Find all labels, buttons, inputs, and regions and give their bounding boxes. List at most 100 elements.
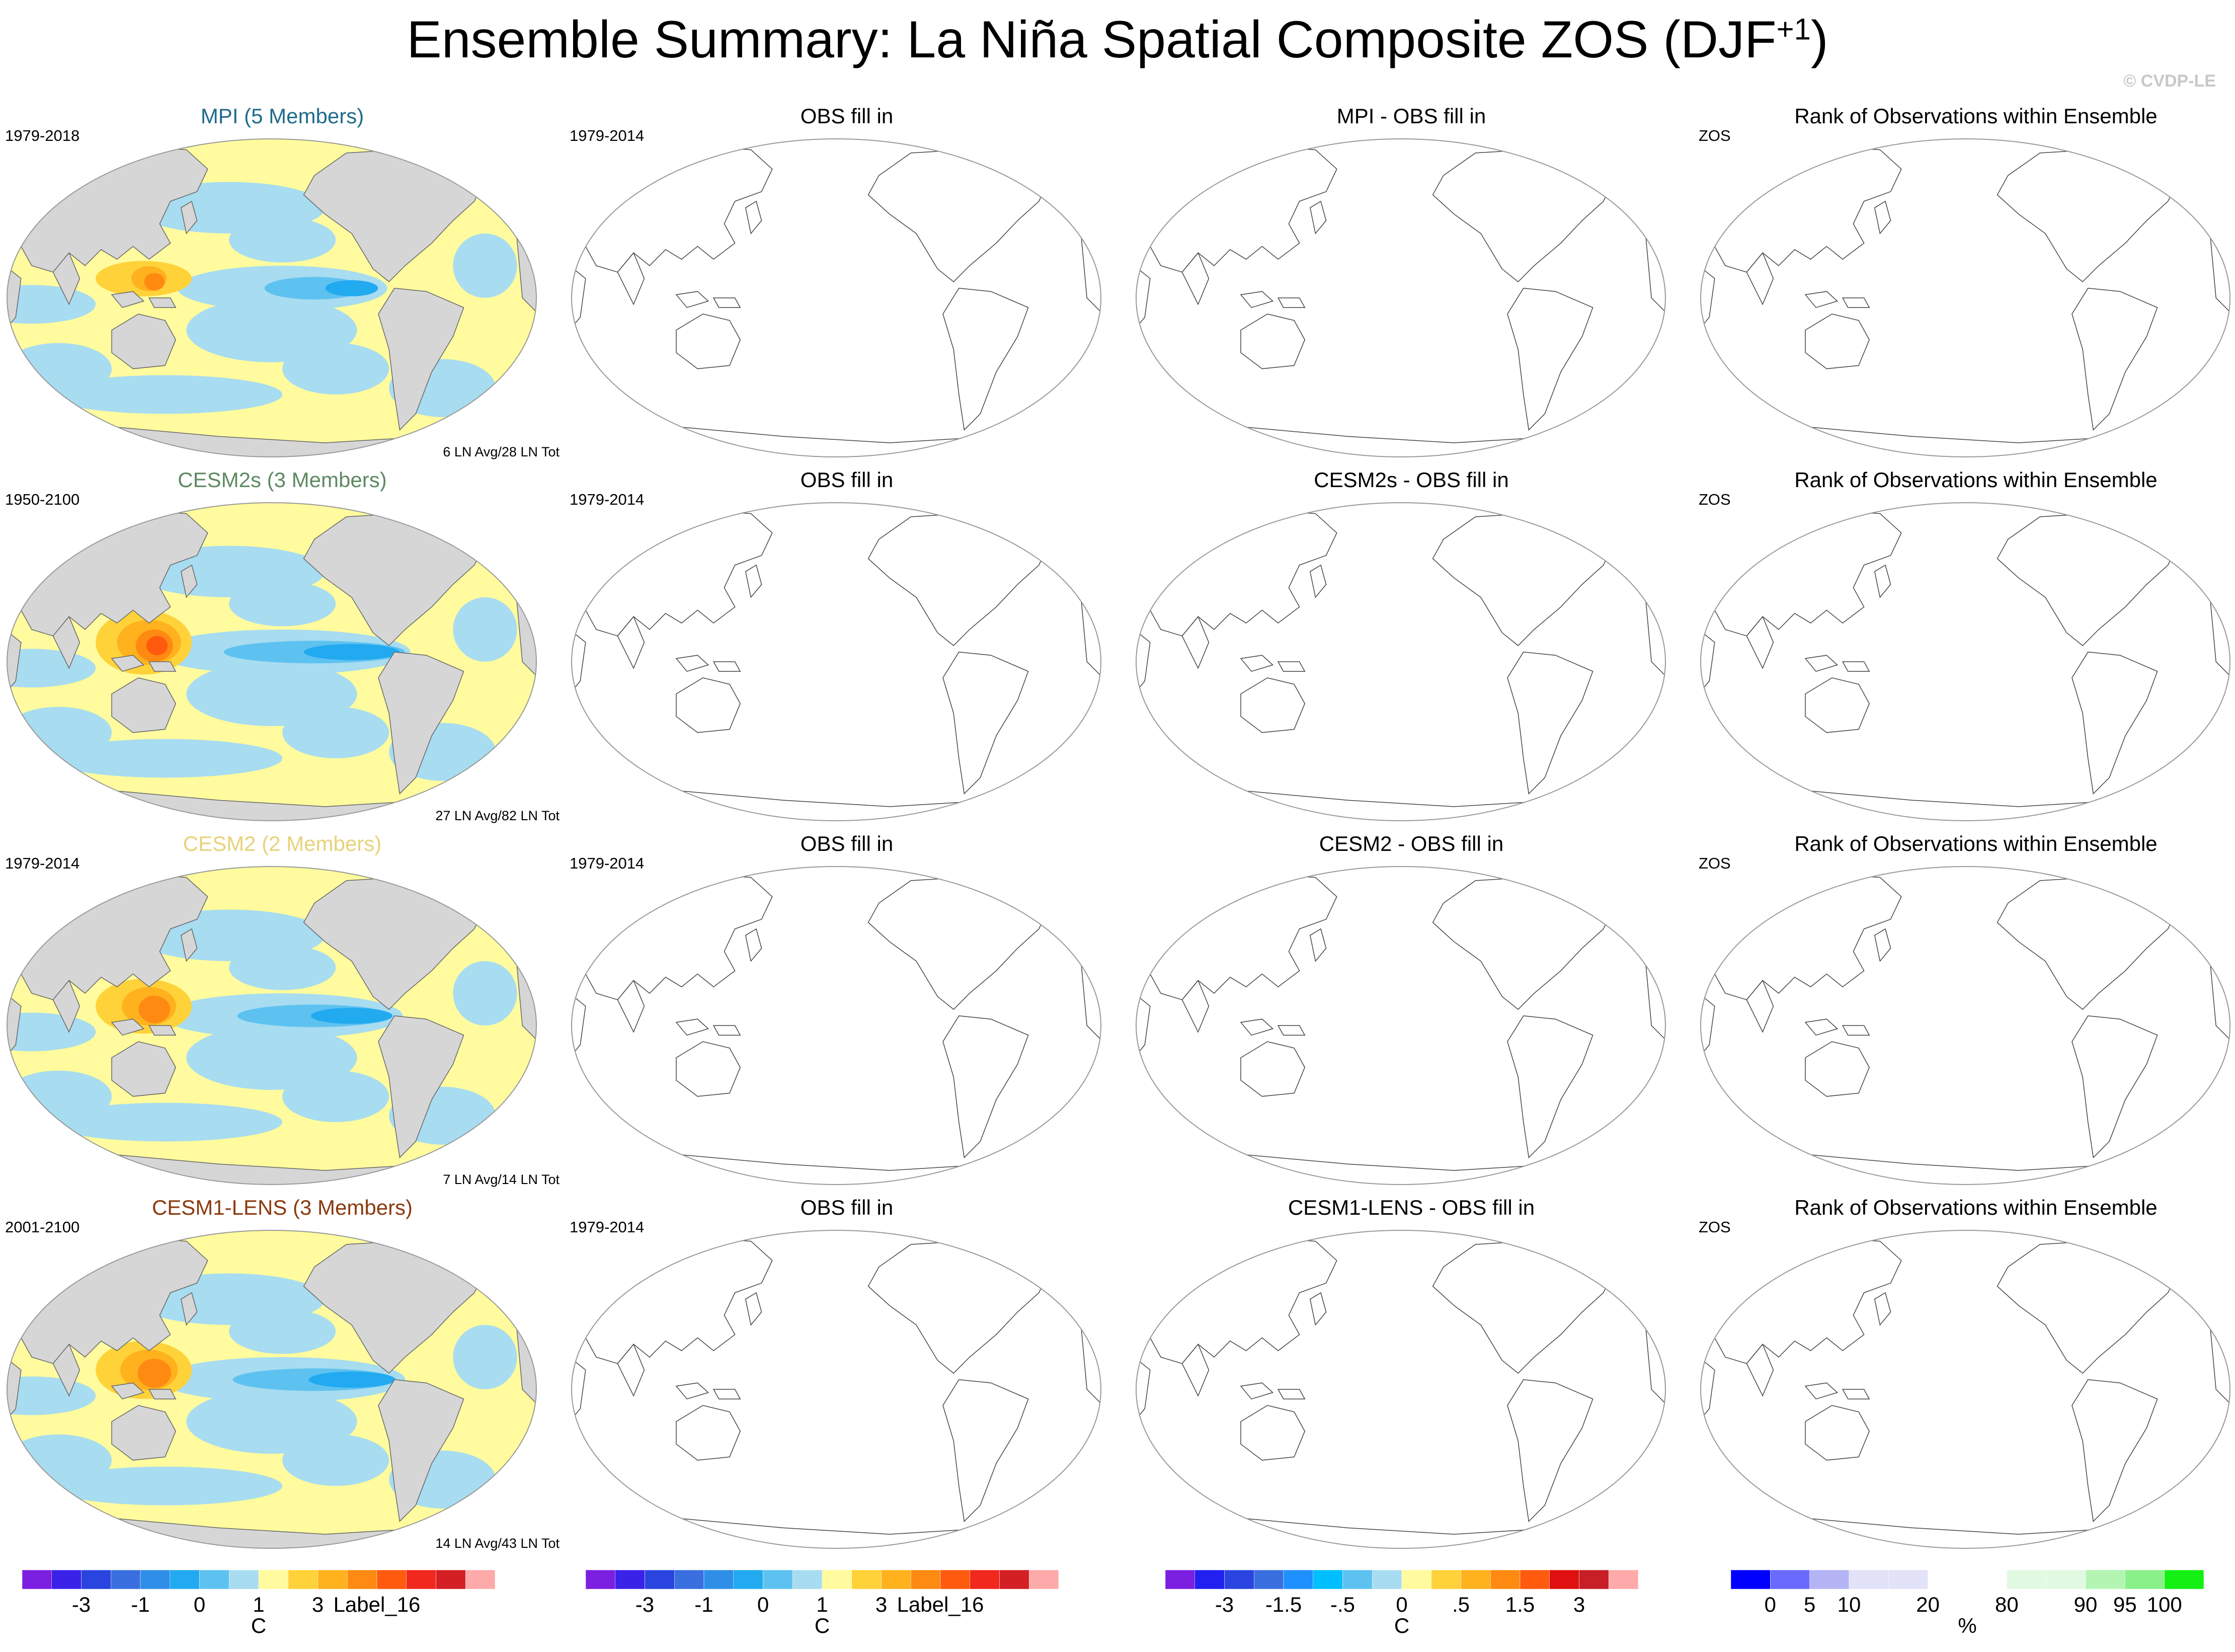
- colorbar-tick-label: 0: [1764, 1593, 1777, 1616]
- panel-rank: Rank of Observations within Ensemble ZOS: [1699, 1197, 2235, 1553]
- colorbar-swatch: [1731, 1570, 1771, 1589]
- colorbar: -3 -1.5 -.5 0 .5 1.5 3 C: [1165, 1570, 1648, 1636]
- panel-obs: OBS fill in 1979-2014: [570, 106, 1124, 462]
- colorbar-swatch: [1431, 1570, 1461, 1589]
- empty-map: [571, 866, 1101, 1185]
- colorbar-tick-label: 3: [875, 1593, 888, 1616]
- empty-map: [1700, 866, 2230, 1185]
- main-title: Ensemble Summary: La Niña Spatial Compos…: [0, 11, 2235, 68]
- panel-title: OBS fill in: [800, 1196, 894, 1219]
- empty-map: [1700, 502, 2230, 821]
- colorbar-units: C: [251, 1614, 267, 1637]
- colorbar-swatch: [1928, 1570, 1968, 1589]
- panel-title: MPI (5 Members): [200, 104, 364, 128]
- main-title-text: Ensemble Summary: La Niña Spatial Compos…: [407, 11, 1777, 69]
- panel-rank: Rank of Observations within Ensemble ZOS: [1699, 833, 2235, 1190]
- colorbar-swatches: [1165, 1570, 1638, 1589]
- colorbar-tick-label: -1: [131, 1593, 150, 1616]
- colorbar-swatch: [1461, 1570, 1491, 1589]
- empty-map: [1700, 1230, 2230, 1549]
- colorbar-tick-label: 90: [2073, 1593, 2098, 1616]
- colorbar-swatch: [258, 1570, 288, 1589]
- colorbar-swatch: [288, 1570, 318, 1589]
- event-count: 6 LN Avg/28 LN Tot: [443, 444, 560, 459]
- colorbar-labels: -3 -1 0 1 3 Label_16: [586, 1594, 1069, 1624]
- colorbar-swatch: [1029, 1570, 1059, 1589]
- colorbar-swatch: [170, 1570, 200, 1589]
- colorbar-tick-label: 20: [1916, 1593, 1940, 1616]
- period-label: 1979-2014: [570, 1218, 645, 1236]
- colorbar-swatch: [1372, 1570, 1402, 1589]
- colorbar-swatch: [703, 1570, 734, 1589]
- colorbar-tick-label: -.5: [1330, 1593, 1355, 1616]
- panel-obs: OBS fill in 1979-2014: [570, 469, 1124, 826]
- colorbar-tick-label: 3: [311, 1593, 324, 1616]
- colorbar-swatch: [1967, 1570, 2007, 1589]
- panel-title: OBS fill in: [800, 468, 894, 492]
- panel-title: CESM2s (3 Members): [178, 468, 387, 492]
- colorbar-swatch: [1609, 1570, 1638, 1589]
- colorbar-swatch: [970, 1570, 1000, 1589]
- colorbar-swatch: [822, 1570, 852, 1589]
- colorbar-swatch: [1224, 1570, 1254, 1589]
- panel-title: Rank of Observations within Ensemble: [1794, 104, 2158, 128]
- colorbar-swatch: [347, 1570, 377, 1589]
- colorbar-swatch: [1520, 1570, 1550, 1589]
- colorbar-tick-label: 1: [253, 1593, 265, 1616]
- colorbar-swatch: [2007, 1570, 2046, 1589]
- colorbar-swatch: [1401, 1570, 1431, 1589]
- colorbar-tick-label: .5: [1452, 1593, 1470, 1616]
- colorbar-swatch: [940, 1570, 970, 1589]
- variable-label: ZOS: [1699, 1218, 1731, 1236]
- colorbar-tick-label: 80: [1994, 1593, 2019, 1616]
- colorbar-swatch: [2085, 1570, 2125, 1589]
- colorbar-tick-label: 1: [816, 1593, 828, 1616]
- composite-map: [7, 138, 537, 457]
- colorbar-swatch: [1809, 1570, 1850, 1589]
- colorbar-labels: 0 5 10 20 80 90 95 100: [1731, 1594, 2214, 1624]
- colorbar-tick-label: 5: [1803, 1593, 1816, 1616]
- colorbar-swatch: [229, 1570, 259, 1589]
- colorbar: -3 -1 0 1 3 Label_16 C: [586, 1570, 1069, 1636]
- colorbar-labels: -3 -1 0 1 3 Label_16: [22, 1594, 505, 1624]
- period-label: 1979-2014: [570, 127, 645, 144]
- colorbar-swatch: [51, 1570, 82, 1589]
- panel-obs: OBS fill in 1979-2014: [570, 833, 1124, 1190]
- colorbar-swatch: [733, 1570, 763, 1589]
- colorbar-swatch: [674, 1570, 704, 1589]
- period-label: 1979-2014: [570, 491, 645, 508]
- colorbar-swatch: [1342, 1570, 1373, 1589]
- panel-rank: Rank of Observations within Ensemble ZOS: [1699, 106, 2235, 462]
- colorbar-tick-label: 0: [1396, 1593, 1408, 1616]
- colorbar-swatch: [1194, 1570, 1225, 1589]
- panel-model: MPI (5 Members) 1979-2018 6 LN Avg/28 LN T…: [5, 106, 560, 462]
- panel-title: MPI - OBS fill in: [1336, 104, 1486, 128]
- colorbar-swatch: [911, 1570, 941, 1589]
- watermark: © CVDP-LE: [2123, 71, 2216, 91]
- panel-title: OBS fill in: [800, 832, 894, 855]
- colorbar-swatch: [140, 1570, 170, 1589]
- colorbar-labels: -3 -1.5 -.5 0 .5 1.5 3: [1165, 1594, 1648, 1624]
- panel-diff: CESM2 - OBS fill in: [1134, 833, 1689, 1190]
- colorbar-swatch: [881, 1570, 911, 1589]
- panel-model: CESM2 (2 Members) 1979-2014 7 LN Avg/14 LN…: [5, 833, 560, 1190]
- colorbar-swatch: [1283, 1570, 1313, 1589]
- colorbar-swatches: [586, 1570, 1059, 1589]
- colorbar-tick-label: -1.5: [1265, 1593, 1302, 1616]
- empty-map: [1136, 138, 1666, 457]
- panel-title: Rank of Observations within Ensemble: [1794, 832, 2158, 855]
- colorbar-tick-label: Label_16: [333, 1593, 421, 1616]
- event-count: 7 LN Avg/14 LN Tot: [443, 1172, 560, 1187]
- empty-map: [571, 1230, 1101, 1549]
- colorbar-tick-label: -3: [71, 1593, 91, 1616]
- composite-map: [7, 502, 537, 821]
- colorbar-swatch: [645, 1570, 675, 1589]
- colorbar-tick-label: Label_16: [897, 1593, 984, 1616]
- variable-label: ZOS: [1699, 854, 1731, 872]
- colorbar-swatch: [1165, 1570, 1195, 1589]
- colorbar-units: C: [1394, 1614, 1410, 1637]
- variable-label: ZOS: [1699, 127, 1731, 144]
- empty-map: [1136, 1230, 1666, 1549]
- period-label: 1979-2014: [5, 854, 80, 872]
- colorbar-swatch: [1549, 1570, 1579, 1589]
